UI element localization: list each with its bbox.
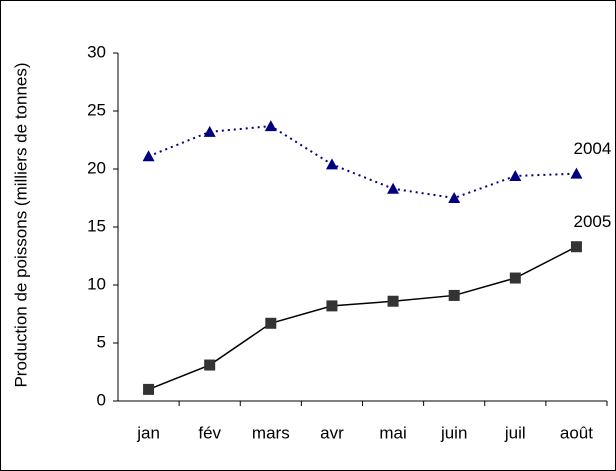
marker bbox=[387, 295, 399, 307]
x-tick-label: août bbox=[560, 423, 593, 442]
marker bbox=[387, 182, 400, 194]
y-tick-label: 30 bbox=[87, 42, 106, 61]
y-axis-label: Production de poissons (milliers de tonn… bbox=[11, 62, 30, 387]
marker bbox=[143, 383, 155, 395]
x-tick-label: mars bbox=[252, 423, 290, 442]
series-label: 2004 bbox=[574, 139, 612, 158]
y-tick-label: 25 bbox=[87, 100, 106, 119]
y-tick-label: 15 bbox=[87, 216, 106, 235]
series-label: 2005 bbox=[574, 212, 612, 231]
marker bbox=[570, 241, 582, 253]
marker bbox=[203, 125, 216, 137]
x-tick-label: avr bbox=[320, 423, 344, 442]
x-tick-label: juil bbox=[504, 423, 526, 442]
marker bbox=[448, 289, 460, 301]
x-tick-label: jan bbox=[136, 423, 160, 442]
marker bbox=[325, 158, 338, 170]
marker bbox=[509, 169, 522, 181]
marker bbox=[509, 272, 521, 284]
series-line bbox=[148, 246, 577, 391]
y-tick-label: 20 bbox=[87, 158, 106, 177]
y-tick-label: 0 bbox=[97, 390, 106, 409]
y-tick-label: 5 bbox=[97, 332, 106, 351]
marker bbox=[265, 317, 277, 329]
marker bbox=[204, 359, 216, 371]
marker bbox=[264, 120, 277, 132]
x-tick-label: mai bbox=[379, 423, 406, 442]
x-tick-label: juin bbox=[440, 423, 467, 442]
marker bbox=[570, 167, 583, 179]
x-tick-label: fév bbox=[198, 423, 221, 442]
marker bbox=[448, 192, 461, 203]
marker bbox=[142, 150, 155, 162]
y-tick-label: 10 bbox=[87, 274, 106, 293]
marker bbox=[326, 300, 338, 312]
